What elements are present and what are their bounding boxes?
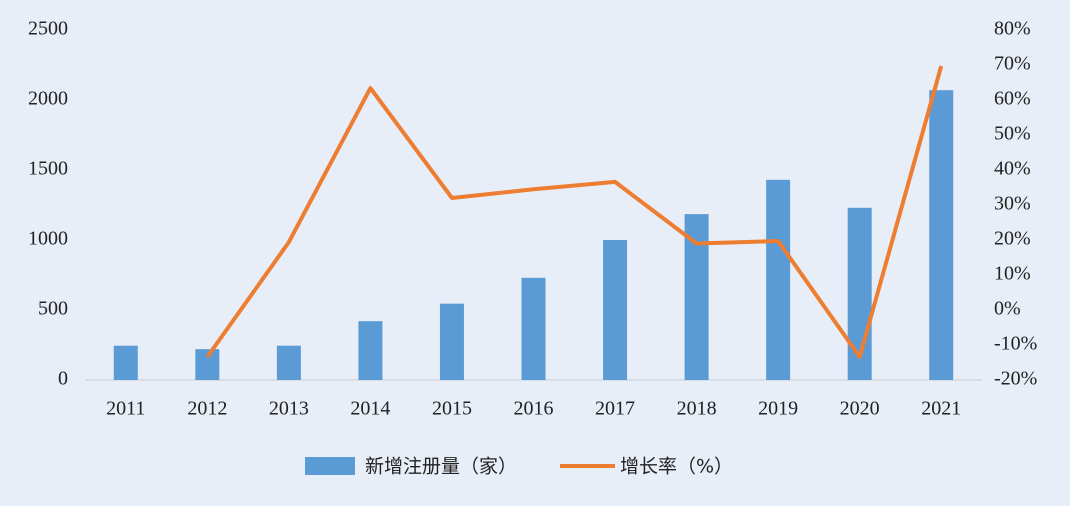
x-tick-label: 2016 bbox=[514, 398, 554, 420]
y2-tick-label: 10% bbox=[994, 263, 1031, 285]
y2-tick-label: 50% bbox=[994, 123, 1031, 145]
y2-tick-label: 40% bbox=[994, 158, 1031, 180]
bar bbox=[439, 303, 464, 380]
x-tick-label: 2014 bbox=[350, 398, 390, 420]
bar bbox=[929, 90, 954, 380]
x-tick-label: 2011 bbox=[106, 398, 145, 420]
y2-tick-label: 70% bbox=[994, 53, 1031, 75]
bar bbox=[521, 277, 546, 380]
legend-label: 增长率（%） bbox=[620, 456, 733, 478]
line bbox=[205, 65, 944, 359]
x-tick-label: 2020 bbox=[840, 398, 880, 420]
x-tick-label: 2012 bbox=[187, 398, 227, 420]
y-tick-label: 2000 bbox=[28, 88, 68, 110]
y2-tick-label: 0% bbox=[994, 298, 1021, 320]
x-tick-label: 2013 bbox=[269, 398, 309, 420]
y-tick-label: 1000 bbox=[28, 228, 68, 250]
y2-tick-label: 60% bbox=[994, 88, 1031, 110]
x-tick-label: 2015 bbox=[432, 398, 472, 420]
y-tick-label: 1500 bbox=[28, 158, 68, 180]
y-tick-label: 0 bbox=[58, 368, 68, 390]
x-tick-label: 2017 bbox=[595, 398, 635, 420]
bar bbox=[113, 345, 138, 380]
x-tick-label: 2019 bbox=[758, 398, 798, 420]
legend-label: 新增注册量（家） bbox=[365, 456, 517, 478]
y-tick-label: 500 bbox=[38, 298, 68, 320]
y-tick-label: 2500 bbox=[28, 18, 68, 40]
bar bbox=[276, 345, 301, 380]
y2-tick-label: 80% bbox=[994, 18, 1031, 40]
x-tick-label: 2021 bbox=[921, 398, 961, 420]
y2-tick-label: -10% bbox=[994, 333, 1037, 355]
x-tick-label: 2018 bbox=[677, 398, 717, 420]
legend-swatch bbox=[305, 457, 355, 475]
bar bbox=[358, 321, 383, 380]
y2-tick-label: 20% bbox=[994, 228, 1031, 250]
y2-tick-label: -20% bbox=[994, 368, 1037, 390]
y2-tick-label: 30% bbox=[994, 193, 1031, 215]
bar bbox=[766, 179, 791, 380]
bar bbox=[603, 240, 628, 380]
